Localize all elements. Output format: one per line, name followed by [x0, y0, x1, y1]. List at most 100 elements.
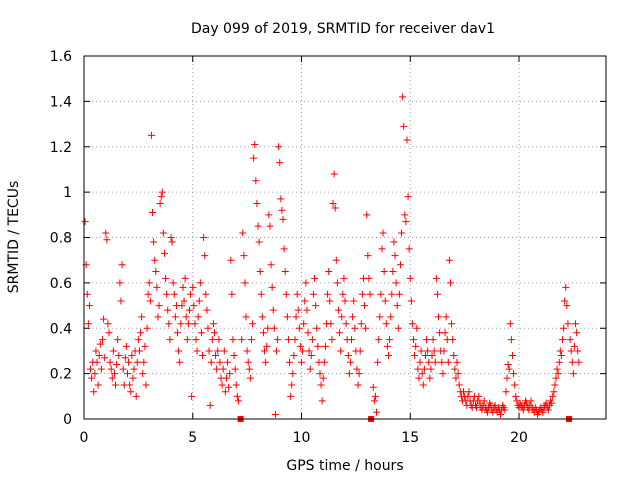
data-point: [204, 324, 212, 332]
data-point: [419, 381, 427, 389]
data-point: [454, 370, 462, 378]
data-point: [365, 274, 373, 282]
data-point: [184, 320, 192, 328]
data-point: [305, 347, 313, 355]
data-point: [168, 238, 176, 246]
data-point: [220, 347, 228, 355]
data-point: [501, 406, 509, 414]
y-tick-label: 0.4: [50, 321, 72, 337]
data-point: [178, 302, 186, 310]
data-point: [243, 347, 251, 355]
data-point: [568, 358, 576, 366]
x-tick-label: 15: [401, 430, 419, 446]
data-point: [551, 381, 559, 389]
data-point: [336, 329, 344, 337]
data-point: [370, 397, 378, 405]
data-point: [416, 358, 424, 366]
data-point: [125, 358, 133, 366]
data-point: [245, 365, 253, 373]
data-point: [174, 329, 182, 337]
y-axis-ticks: 0 0.2 0.4 0.6 0.8 1 1.2 1.4 1.6: [50, 49, 606, 428]
data-point: [157, 193, 165, 201]
data-point: [552, 374, 560, 382]
data-point: [390, 238, 398, 246]
data-point: [423, 336, 431, 344]
data-point: [332, 256, 340, 264]
data-point: [169, 279, 177, 287]
data-point: [309, 290, 317, 298]
data-point: [296, 342, 304, 350]
data-point: [316, 370, 324, 378]
data-point: [287, 392, 295, 400]
y-axis-title: SRMTID / TECUs: [6, 181, 22, 294]
data-point: [216, 358, 224, 366]
data-point: [177, 320, 185, 328]
data-point: [569, 370, 577, 378]
data-point: [266, 222, 274, 230]
data-point: [325, 268, 333, 276]
data-point: [165, 320, 173, 328]
data-point: [393, 302, 401, 310]
data-point: [118, 261, 126, 269]
data-point: [206, 401, 214, 409]
data-point: [188, 392, 196, 400]
data-point: [442, 313, 450, 321]
data-point: [313, 324, 321, 332]
data-point: [326, 297, 334, 305]
data-point: [208, 336, 216, 344]
data-point: [382, 320, 390, 328]
data-point: [427, 365, 435, 373]
data-point: [391, 252, 399, 260]
data-point: [295, 324, 303, 332]
data-point: [104, 320, 112, 328]
data-point: [265, 211, 273, 219]
data-point: [137, 329, 145, 337]
data-point: [115, 351, 123, 359]
data-point: [202, 290, 210, 298]
data-point: [250, 154, 258, 162]
data-point: [233, 392, 241, 400]
data-point: [215, 336, 223, 344]
data-point: [562, 283, 570, 291]
data-point: [556, 347, 564, 355]
data-point: [299, 347, 307, 355]
data-point: [175, 347, 183, 355]
data-point: [87, 365, 95, 373]
data-point: [139, 370, 147, 378]
data-point: [212, 351, 220, 359]
data-point: [429, 336, 437, 344]
data-point: [231, 365, 239, 373]
data-point: [425, 358, 433, 366]
data-point: [257, 290, 265, 298]
data-point: [504, 361, 512, 369]
data-point: [388, 290, 396, 298]
data-point: [112, 381, 120, 389]
data-point: [400, 122, 408, 130]
data-point: [192, 336, 200, 344]
data-point: [117, 297, 125, 305]
data-point: [378, 245, 386, 253]
data-point: [205, 347, 213, 355]
data-point: [375, 336, 383, 344]
data-point: [289, 370, 297, 378]
data-point: [404, 193, 412, 201]
data-point: [291, 336, 299, 344]
data-point: [386, 336, 394, 344]
data-point: [102, 229, 110, 237]
data-point: [377, 290, 385, 298]
data-point: [344, 351, 352, 359]
data-point: [253, 199, 261, 207]
data-point: [106, 358, 114, 366]
data-point: [187, 290, 195, 298]
data-point: [544, 406, 552, 414]
data-point: [127, 388, 135, 396]
data-point: [381, 297, 389, 305]
data-point: [163, 290, 171, 298]
data-point: [380, 268, 388, 276]
data-point: [114, 336, 122, 344]
data-point: [107, 365, 115, 373]
data-point: [327, 320, 335, 328]
data-point: [563, 302, 571, 310]
data-point: [398, 229, 406, 237]
data-point: [227, 256, 235, 264]
